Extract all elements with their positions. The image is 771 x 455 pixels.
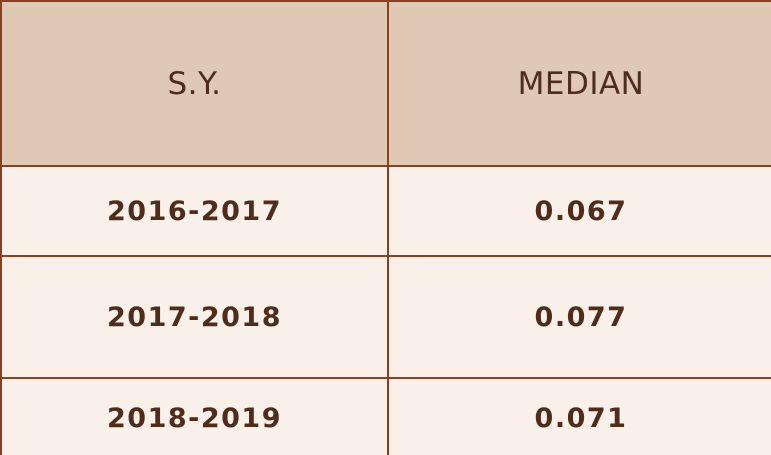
cell-school-year: 2018-2019 [0,377,389,455]
cell-median: 0.077 [387,255,771,379]
cell-median: 0.071 [387,377,771,455]
table-row: 2016-2017 0.067 [0,165,771,257]
header-school-year: S.Y. [0,0,389,167]
cell-median: 0.067 [387,165,771,257]
table-header-row: S.Y. MEDIAN [0,0,771,167]
table-row: 2018-2019 0.071 [0,377,771,455]
table-row: 2017-2018 0.077 [0,255,771,379]
header-median: MEDIAN [387,0,771,167]
cell-school-year: 2017-2018 [0,255,389,379]
cell-school-year: 2016-2017 [0,165,389,257]
